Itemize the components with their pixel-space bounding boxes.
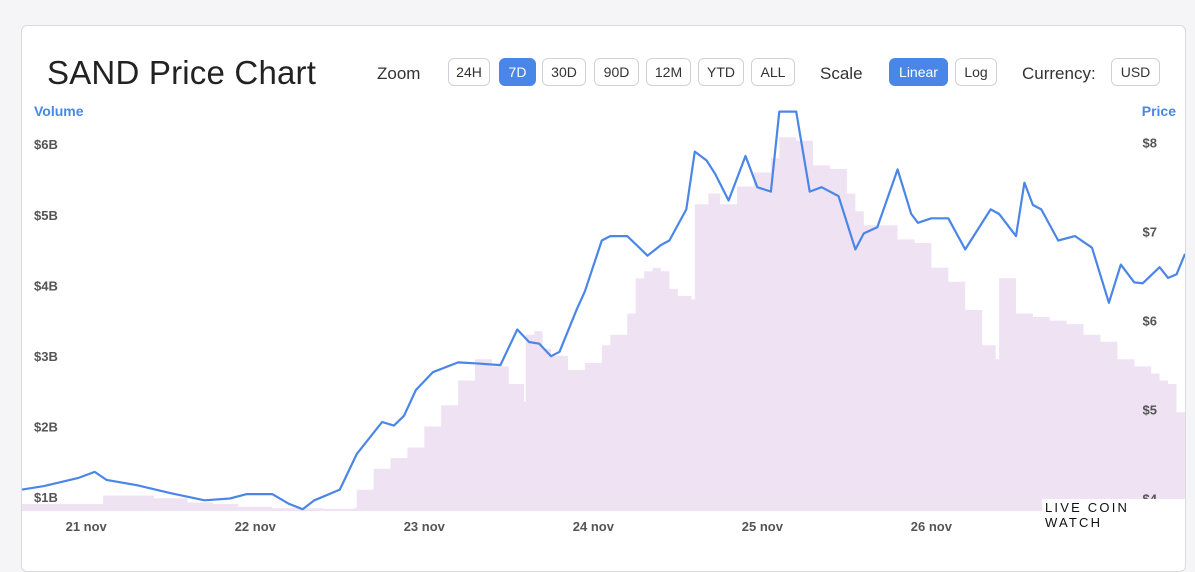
price-axis-title: Price: [1141, 103, 1176, 119]
volume-tick-label: $5B: [34, 208, 58, 223]
scale-linear-button[interactable]: Linear: [889, 58, 948, 86]
zoom-90d-button[interactable]: 90D: [594, 58, 639, 86]
zoom-12m-button[interactable]: 12M: [646, 58, 691, 86]
zoom-label: Zoom: [377, 64, 421, 83]
volume-tick-label: $6B: [34, 137, 58, 152]
scale-log-button[interactable]: Log: [955, 58, 997, 86]
price-tick-label: $6: [1143, 314, 1157, 329]
scale-label: Scale: [820, 64, 863, 83]
volume-tick-label: $3B: [34, 349, 58, 364]
volume-area: [22, 137, 1185, 511]
volume-tick-label: $4B: [34, 278, 58, 293]
zoom-ytd-button[interactable]: YTD: [698, 58, 744, 86]
chart-card: SAND Price Chart Zoom 24H 7D 30D 90D 12M…: [21, 25, 1186, 572]
page-title: SAND Price Chart: [47, 54, 317, 91]
volume-axis-title: Volume: [34, 103, 84, 119]
date-tick-label: 24 nov: [573, 519, 615, 534]
zoom-7d-button[interactable]: 7D: [499, 58, 536, 86]
zoom-24h-button[interactable]: 24H: [448, 58, 490, 86]
price-tick-label: $8: [1143, 136, 1157, 151]
volume-tick-label: $1B: [34, 490, 58, 505]
price-tick-label: $7: [1143, 225, 1157, 240]
zoom-all-button[interactable]: ALL: [751, 58, 795, 86]
volume-tick-label: $2B: [34, 419, 58, 434]
currency-label: Currency:: [1022, 64, 1096, 83]
watermark-logo: LIVE COIN WATCH: [1042, 499, 1185, 531]
price-line: [22, 110, 1185, 511]
date-tick-label: 21 nov: [66, 519, 108, 534]
date-tick-label: 22 nov: [235, 519, 277, 534]
currency-select[interactable]: USD: [1111, 58, 1160, 86]
price-tick-label: $5: [1143, 403, 1157, 418]
date-tick-label: 26 nov: [911, 519, 953, 534]
date-tick-label: 25 nov: [742, 519, 784, 534]
zoom-30d-button[interactable]: 30D: [542, 58, 586, 86]
date-tick-label: 23 nov: [404, 519, 446, 534]
